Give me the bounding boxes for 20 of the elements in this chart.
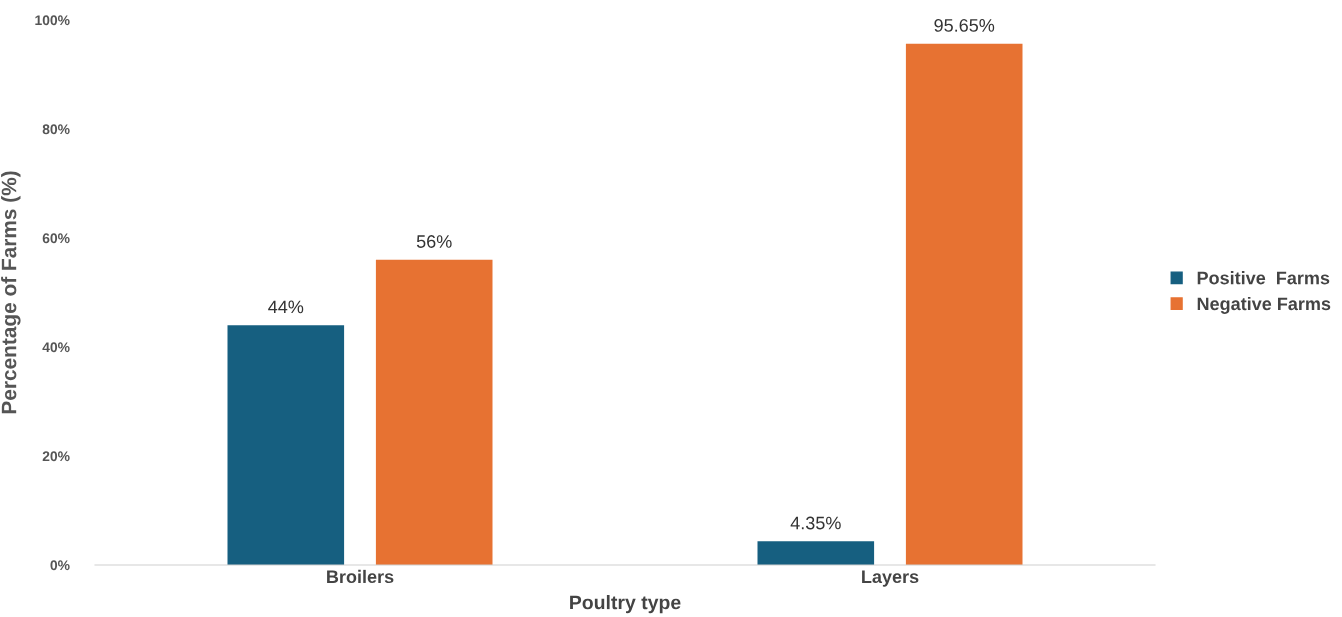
bar <box>905 43 1023 565</box>
x-axis-title: Poultry type <box>570 595 681 614</box>
x-tick-label: Broilers <box>327 569 394 584</box>
x-tick-label: Layers <box>862 570 919 587</box>
y-axis-title: Percentage of Farms (%) <box>1 171 21 414</box>
legend-label: Negative Farms <box>1197 296 1331 314</box>
data-label: 56% <box>416 235 452 248</box>
bar <box>757 541 875 565</box>
data-label: 95.65% <box>934 19 995 32</box>
y-tick-label: 80% <box>42 124 70 135</box>
legend-label: Positive Farms <box>1197 271 1330 285</box>
y-tick-label: 60% <box>42 233 70 244</box>
y-tick-label: 0% <box>50 560 70 571</box>
y-tick-label: 100% <box>35 15 70 26</box>
bar <box>375 259 493 565</box>
data-label: 44% <box>268 300 304 314</box>
bar <box>227 325 345 565</box>
data-label: 4.35% <box>790 516 841 530</box>
y-tick-label: 20% <box>42 451 70 462</box>
y-tick-label: 40% <box>42 342 70 353</box>
